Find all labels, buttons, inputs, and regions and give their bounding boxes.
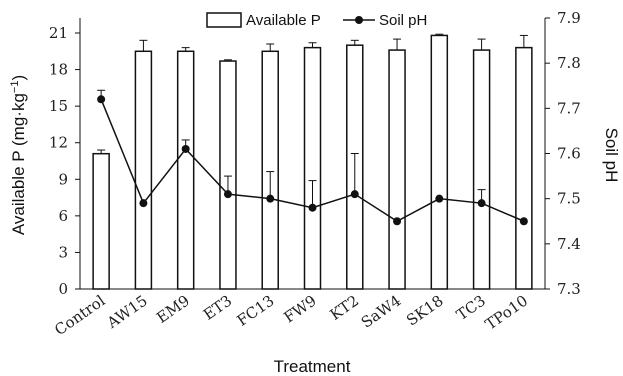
legend-bar-label: Available P — [246, 12, 321, 29]
left-tick-label: 18 — [49, 61, 68, 79]
category-label: FW9 — [280, 292, 319, 327]
bar — [219, 60, 237, 290]
right-tick-label: 7.8 — [557, 54, 581, 72]
line-point — [266, 194, 275, 203]
bar — [515, 46, 533, 290]
line-point — [519, 217, 528, 226]
left-tick-label: 12 — [49, 134, 68, 152]
category-label: SaW4 — [358, 292, 405, 332]
line-point — [393, 217, 402, 226]
right-tick-label: 7.6 — [557, 145, 581, 163]
right-tick-label: 7.4 — [557, 235, 581, 253]
line-point — [350, 190, 359, 199]
y-axis-left-title-sup: −1 — [9, 81, 21, 94]
bar — [92, 152, 110, 290]
line-point — [308, 203, 317, 212]
line-error-bars — [97, 89, 486, 208]
legend-bar-swatch — [206, 12, 242, 28]
left-tick-label: 15 — [49, 97, 68, 115]
y-axis-right-title: Soil pH — [602, 128, 621, 183]
line-point — [181, 144, 190, 153]
bar-error-bars — [97, 33, 528, 154]
right-tick-label: 7.3 — [557, 280, 581, 298]
left-tick-label: 0 — [58, 280, 68, 298]
bar — [430, 34, 449, 290]
right-tick-label: 7.7 — [557, 99, 581, 117]
bar — [388, 49, 406, 290]
y-axis-left-title-close: ) — [9, 75, 28, 81]
legend-line-marker — [355, 16, 363, 24]
left-tick-label: 21 — [49, 24, 68, 42]
left-tick-label: 6 — [58, 207, 68, 225]
y-axis-left-title: Available P (mg·kg−1) — [9, 75, 28, 235]
category-label: EM9 — [153, 292, 193, 327]
line-series — [97, 95, 528, 226]
right-axis-ticks: 7.3 7.4 7.5 7.6 7.7 7.8 7.9 — [545, 9, 581, 298]
line-point — [435, 194, 444, 203]
bar — [472, 49, 491, 290]
bar — [176, 50, 195, 290]
y-axis-left-title-main: Available P (mg·kg — [9, 93, 28, 235]
line-point — [477, 199, 486, 208]
category-label: SK18 — [403, 292, 447, 330]
line-point — [223, 190, 232, 199]
x-axis-title: Treatment — [274, 357, 351, 376]
category-label: ET3 — [200, 292, 235, 324]
right-tick-label: 7.5 — [557, 190, 581, 208]
legend: Available P Soil pH — [206, 12, 427, 29]
left-tick-label: 9 — [58, 170, 68, 188]
bar — [261, 50, 279, 290]
category-label: Control — [51, 291, 108, 339]
line-point — [97, 95, 106, 104]
line-point — [139, 199, 148, 208]
category-label: FC13 — [234, 292, 278, 330]
right-tick-label: 7.9 — [557, 9, 581, 27]
category-label: KT2 — [327, 292, 363, 324]
category-label: AW15 — [103, 292, 151, 333]
bar-series — [92, 34, 533, 290]
bar — [134, 50, 153, 290]
legend-line-label: Soil pH — [379, 12, 427, 29]
left-tick-label: 3 — [58, 243, 68, 261]
left-axis-ticks: 0 3 6 9 12 15 18 21 — [49, 24, 80, 298]
category-label: TPo10 — [482, 292, 531, 334]
bar — [303, 46, 322, 290]
